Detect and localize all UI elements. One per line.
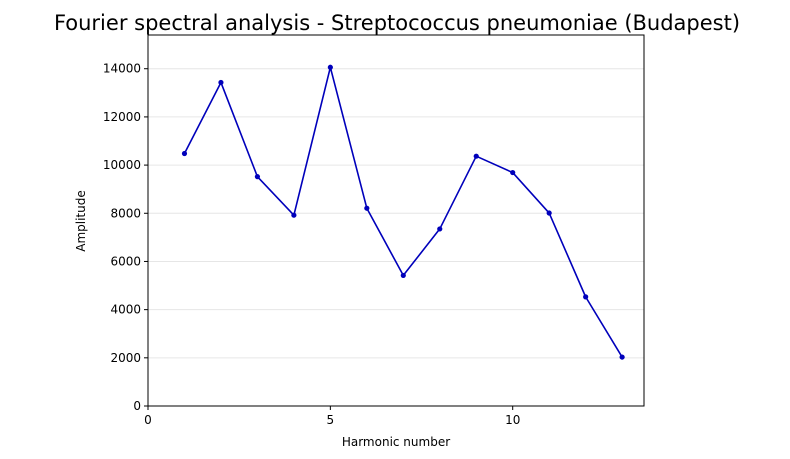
data-point: [546, 210, 552, 216]
x-axis-label: Harmonic number: [342, 435, 450, 449]
data-point: [327, 64, 333, 70]
series-group: [181, 64, 625, 360]
y-axis-label: Amplitude: [74, 190, 88, 252]
data-point: [400, 272, 406, 279]
grid-lines: [148, 68, 644, 359]
y-tick-label: 12000: [103, 110, 141, 124]
data-point: [218, 79, 224, 86]
y-tick-label: 10000: [103, 158, 141, 172]
data-point: [583, 294, 589, 300]
y-axis-ticks: 0 2000 4000 6000 8000 10000 12000 14000: [103, 62, 148, 413]
series-line: [183, 66, 623, 358]
y-tick-label: 0: [133, 399, 141, 413]
y-tick-label: 2000: [110, 351, 141, 365]
data-point: [291, 212, 297, 218]
data-point: [254, 174, 261, 180]
data-point: [364, 205, 370, 211]
data-point: [619, 354, 625, 360]
data-point: [510, 169, 516, 176]
plot-frame: [147, 34, 645, 407]
x-tick-label: 5: [327, 413, 335, 427]
data-point: [473, 153, 479, 159]
data-point: [181, 150, 188, 157]
y-tick-label: 4000: [110, 303, 141, 317]
x-axis-ticks: 0 5 10: [144, 406, 520, 427]
chart-title: Fourier spectral analysis - Streptococcu…: [54, 11, 740, 35]
x-tick-label: 10: [505, 413, 520, 427]
y-tick-label: 8000: [110, 206, 141, 220]
data-point: [437, 226, 443, 232]
y-tick-label: 6000: [110, 254, 141, 268]
x-tick-label: 0: [144, 413, 152, 427]
y-tick-label: 14000: [103, 62, 141, 76]
